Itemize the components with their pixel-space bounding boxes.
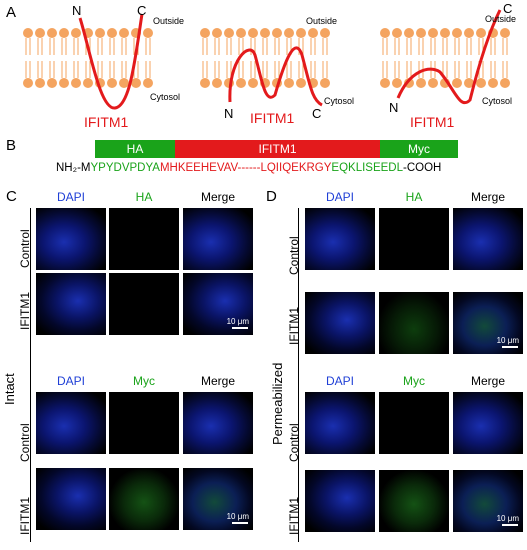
d-ifitm1-dapi-image-2 [305,470,375,532]
panel-c-header-ha: HA [135,190,153,204]
c-ifitm1-myc-image [109,468,179,530]
d-control-merge-image-2 [453,392,523,454]
myc-tag-box: Myc [380,140,458,158]
start-methionine: M [80,162,91,174]
diagram-1-c-terminus: C [137,3,147,18]
panel-c-header-dapi-2: DAPI [56,374,85,388]
c-control-merge-image-2 [183,392,253,454]
panel-c-header-dapi-1: DAPI [56,190,85,204]
diagram-1-outside-label: Outside [153,16,185,26]
c-ifitm1-dapi-image [36,273,106,335]
panel-c-header-merge-1: Merge [200,190,235,204]
d-control-myc-image [379,392,449,454]
diagram-1-cytosol-label: Cytosol [150,92,181,102]
ha-sequence: YPYDVPDYA [90,162,160,174]
diagram-2-c-terminus: C [312,106,322,121]
d-control-merge-image [453,208,523,270]
panel-d-header-ha: HA [405,190,423,204]
c-control-dapi-image [36,208,106,270]
d-control-dapi-image-2 [305,392,375,454]
panel-c-header-merge-2: Merge [200,374,235,388]
panel-a-letter: A [6,4,17,21]
panel-d-header-myc: Myc [403,374,425,388]
diagram-3-outside-label: Outside [485,14,517,24]
scale-bar-label: 10 μm [226,512,249,521]
panel-b-letter: B [6,137,17,154]
fusion-sequence: NH₂-MYPYDVPDYAMHKEEHEVAV------LQIIQEKRGY… [56,162,441,174]
scale-bar [502,346,518,348]
ifitm1-sequence: MHKEEHEVAV------LQIIQEKRGY [159,162,332,174]
cooh-terminus: -COOH [403,162,442,174]
c-control-myc-image [109,392,179,454]
myc-sequence: EQKLISEEDL [331,162,404,174]
d-ifitm1-merge-image-2: 10 μm [453,470,523,532]
d-control-dapi-image [305,208,375,270]
scale-bar-label: 10 μm [496,336,519,345]
c-ifitm1-merge-image: 10 μm [183,273,253,335]
d-ifitm1-myc-image [379,470,449,532]
diagram-3-n-terminus: N [389,100,399,115]
diagram-2-outside-label: Outside [306,16,338,26]
panel-d-bracket [298,208,299,542]
panel-d-header-merge-2: Merge [470,374,505,388]
d-ifitm1-merge-image: 10 μm [453,292,523,354]
membrane-topology-diagrams [22,9,511,110]
panel-d-header-merge-1: Merge [470,190,505,204]
diagram-2-n-terminus: N [224,106,234,121]
c-ifitm1-ha-image [109,273,179,335]
c-ifitm1-merge-image-2: 10 μm [183,468,253,530]
d-ifitm1-dapi-image [305,292,375,354]
diagram-2-ifitm1-label: IFITM1 [250,110,295,126]
diagram-3-c-terminus: C [503,1,513,16]
panel-d-letter: D [266,188,277,205]
panel-d-header-dapi-1: DAPI [325,190,354,204]
scale-bar-label: 10 μm [226,317,249,326]
scale-bar [232,522,248,524]
panel-c-header-myc: Myc [133,374,155,388]
panel-d-group-label: Permeabilized [270,362,285,445]
diagram-1-ifitm1-label: IFITM1 [84,114,129,130]
diagram-2-cytosol-label: Cytosol [324,96,355,106]
scale-bar [232,327,248,329]
c-control-ha-image [109,208,179,270]
diagram-1-n-terminus: N [72,3,82,18]
diagram-3-ifitm1-label: IFITM1 [410,114,455,130]
scale-bar [502,524,518,526]
d-control-ha-image [379,208,449,270]
scale-bar-label: 10 μm [496,514,519,523]
ha-tag-box: HA [95,140,175,158]
panel-c-group-label: Intact [2,373,17,405]
panel-d-header-dapi-2: DAPI [325,374,354,388]
c-control-dapi-image-2 [36,392,106,454]
panel-c-bracket [30,208,31,542]
ifitm1-box: IFITM1 [175,140,380,158]
c-control-merge-image [183,208,253,270]
diagram-3-cytosol-label: Cytosol [482,96,513,106]
d-ifitm1-ha-image [379,292,449,354]
c-ifitm1-dapi-image-2 [36,468,106,530]
nh2-terminus: NH₂- [56,162,81,174]
panel-c-letter: C [6,188,17,205]
